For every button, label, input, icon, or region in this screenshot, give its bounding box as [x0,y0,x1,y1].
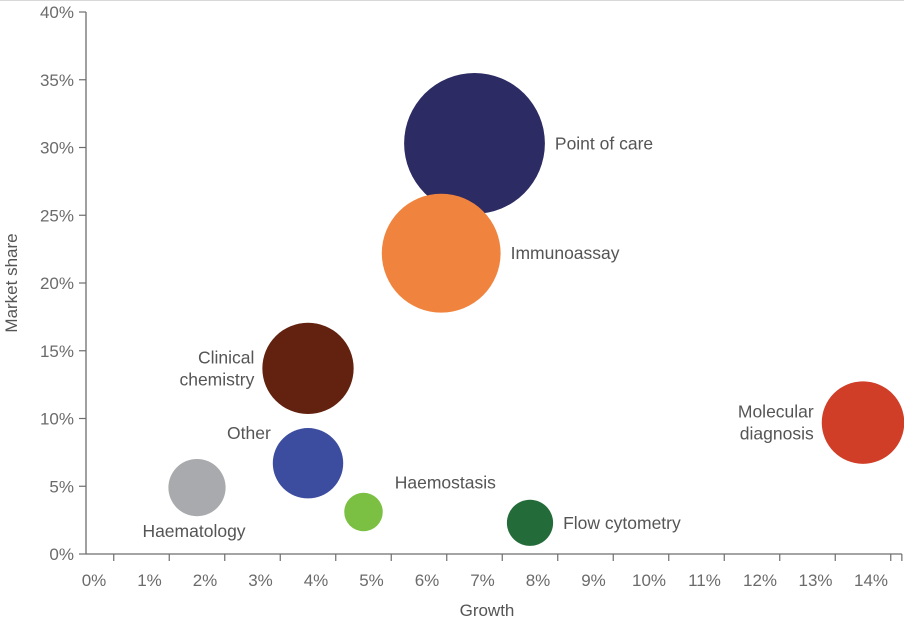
x-tick-label: 14% [854,571,888,590]
x-tick-label: 12% [743,571,777,590]
y-tick-label: 20% [40,274,74,293]
y-axis-title: Market share [2,233,21,332]
y-tick-label: 30% [40,139,74,158]
bubble-label: Other [227,423,271,443]
bubble-label-line: Point of care [555,133,653,153]
bubble-label: Flow cytometry [563,513,681,533]
bubble-label: Haemostasis [395,473,496,493]
bubble-label-line: chemistry [179,369,254,389]
y-tick-label: 5% [49,477,74,496]
x-tick-label: 11% [688,571,721,590]
bubble-label: Molecular diagnosis [738,402,814,444]
x-tick-label: 0% [82,571,107,590]
axes: 0% 1% 2% 3% 4% 5% 6% 7% 8% 9% 10% 11% 12% 13% 14% 0% 5% 1… [40,3,903,590]
bubble-label: Immunoassay [511,243,620,263]
x-tick-label: 2% [193,571,218,590]
bubble-immunoassay [381,193,501,313]
y-tick-label: 10% [40,410,74,429]
bubble-haematology [168,459,226,517]
y-tick-label: 15% [40,342,74,361]
x-tick-label: 8% [526,571,551,590]
bubble-label-line: Haematology [142,521,245,541]
top-border [0,0,904,1]
bubble-label: Haematology [142,521,245,541]
x-axis-title: Growth [460,601,515,620]
bubble-point-of-care [404,73,545,214]
bubble-label-line: Other [227,423,271,443]
bubble-label-line: Flow cytometry [563,513,681,533]
x-tick-label: 9% [581,571,606,590]
x-tick-label: 3% [248,571,273,590]
bubble-other [272,428,344,499]
bubble-label-line: Haemostasis [395,473,496,493]
x-tick-label: 10% [632,571,666,590]
x-tick-label: 4% [304,571,329,590]
bubble-clinical-chemistry [262,322,354,415]
bubble-molecular-diagnosis [821,381,904,464]
bubble-label-line: Molecular [738,402,814,422]
bubble-label-line: diagnosis [740,424,814,444]
bubble-flow-cytometry [506,499,554,546]
y-tick-label: 0% [49,545,74,564]
x-tick-label: 6% [415,571,440,590]
x-tick-label: 7% [470,571,495,590]
bubble-label: Clinical chemistry [179,347,254,389]
y-tick-label: 40% [40,3,74,22]
x-tick-label: 13% [798,571,832,590]
x-tick-label: 1% [137,571,162,590]
bubble-haemostasis [344,492,383,532]
y-tick-label: 35% [40,71,74,90]
bubble-label-line: Immunoassay [511,243,620,263]
bubble-label-line: Clinical [198,347,254,367]
bubbles [168,73,904,546]
bubble-label: Point of care [555,133,653,153]
bubble-labels: Point of care Immunoassay Clinical chemistr… [142,133,814,541]
y-tick-label: 25% [40,206,74,225]
x-tick-label: 5% [359,571,384,590]
